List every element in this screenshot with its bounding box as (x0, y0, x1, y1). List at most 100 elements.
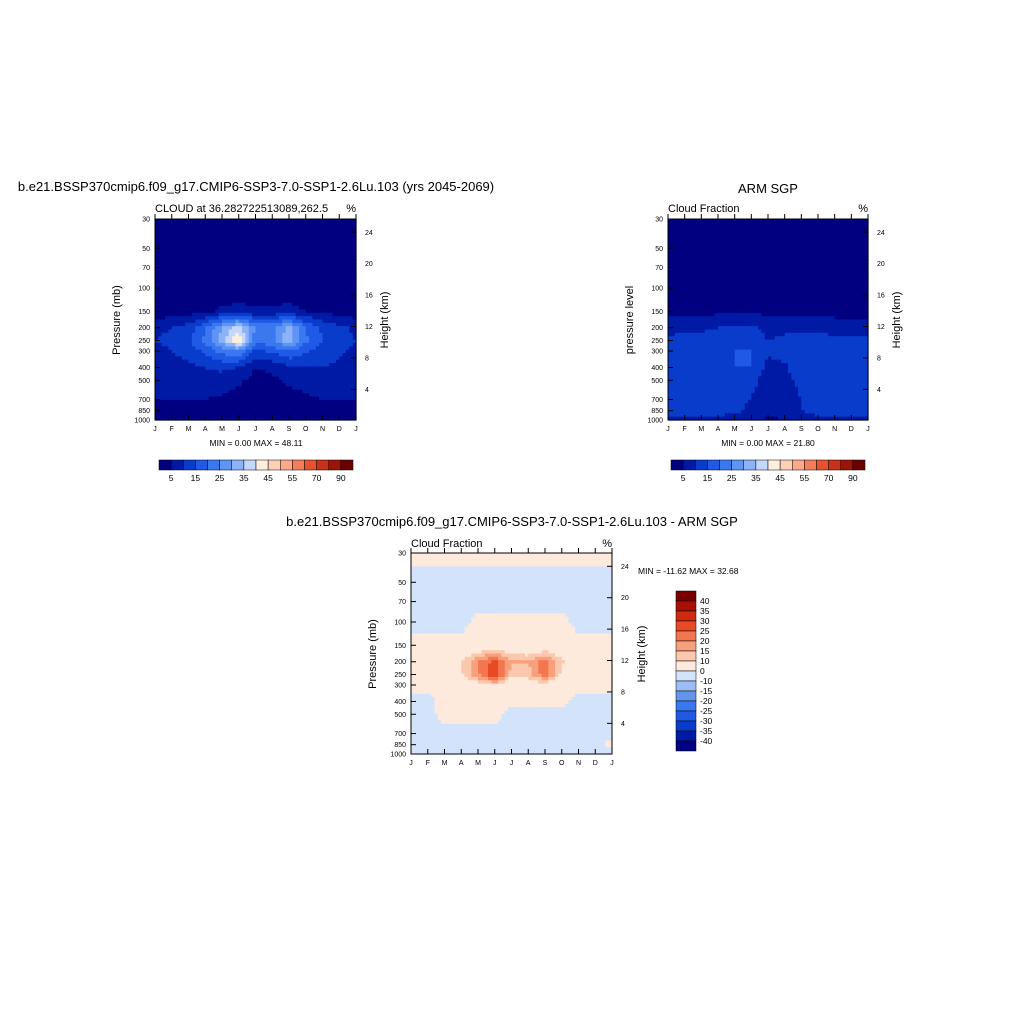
obs-heat-cell (781, 245, 786, 250)
model-heat-cell (272, 242, 277, 247)
model-heat-cell (208, 393, 213, 398)
model-heat-cell (191, 302, 196, 307)
model-heat-cell (272, 249, 277, 254)
model-heat-cell (181, 366, 186, 371)
model-heat-cell (178, 232, 183, 237)
obs-heat-cell (691, 289, 696, 294)
model-heat-cell (345, 252, 350, 257)
model-heat-cell (242, 332, 247, 337)
model-heat-cell (191, 379, 196, 384)
model-colorbar: 5 15 25 35 45 55 70 90 (158, 459, 354, 483)
obs-heat-cell (728, 262, 732, 267)
model-heat-cell (222, 279, 226, 284)
model-heat-cell (309, 275, 314, 280)
obs-heat-cell (694, 242, 699, 247)
model-heat-cell (262, 302, 267, 307)
model-heat-cell (315, 275, 320, 280)
model-heat-cell (265, 225, 270, 230)
model-heat-cell (305, 255, 310, 260)
obs-heat-cell (764, 259, 769, 264)
obs-heat-cell (781, 235, 786, 240)
model-heat-cell (278, 409, 283, 414)
obs-heat-cell (848, 235, 852, 240)
model-heat-cell (339, 336, 344, 341)
obs-heat-cell (744, 252, 749, 257)
model-heat-cell (232, 275, 236, 280)
model-heat-cell (165, 312, 169, 317)
model-heat-cell (319, 265, 324, 270)
model-heat-cell (252, 272, 257, 277)
model-heat-cell (339, 306, 344, 311)
obs-heat-cell (761, 272, 766, 277)
model-heat-cell (201, 319, 206, 324)
model-heat-cell (208, 272, 213, 277)
model-heat-cell (312, 292, 317, 297)
obs-heat-cell (818, 275, 822, 280)
obs-heat-cell (764, 255, 769, 260)
model-heat-cell (175, 342, 180, 347)
model-heat-cell (262, 316, 267, 321)
model-heat-cell (312, 383, 317, 388)
model-y-tick-label: 500 (138, 378, 150, 385)
model-heat-cell (195, 239, 200, 244)
model-heat-cell (258, 389, 263, 394)
model-heat-cell (309, 239, 314, 244)
model-heat-cell (305, 249, 310, 254)
model-heat-cell (292, 413, 297, 418)
obs-heat-cell (734, 279, 739, 284)
obs-heat-cell (858, 275, 862, 280)
model-heat-cell (275, 373, 280, 378)
model-heat-cell (205, 359, 210, 364)
model-heat-cell (245, 356, 250, 361)
model-min-max: MIN = 0.00 MAX = 48.11 (210, 438, 303, 448)
model-heat-cell (282, 265, 287, 270)
model-heat-cell (248, 373, 253, 378)
model-heat-cell (198, 403, 203, 408)
model-heat-cell (232, 376, 236, 381)
obs-heat-cell (734, 222, 739, 227)
model-heat-cell (198, 319, 203, 324)
model-colorbar-swatch (207, 459, 220, 471)
model-heat-cell (225, 353, 230, 357)
model-heat-cell (181, 279, 186, 284)
model-heat-cell (335, 396, 340, 401)
obs-heat-cell (711, 225, 716, 230)
model-heat-cell (161, 379, 166, 384)
model-heat-cell (278, 252, 283, 257)
model-heat-cell (315, 249, 320, 254)
model-heat-cell (329, 413, 334, 418)
model-heat-cell (315, 259, 320, 264)
model-heat-cell (292, 259, 297, 264)
model-heat-cell (319, 272, 324, 277)
model-heat-cell (339, 239, 344, 244)
model-heat-cell (345, 406, 350, 411)
model-heat-cell (322, 272, 327, 277)
model-heat-cell (265, 416, 270, 421)
model-heat-cell (292, 353, 297, 357)
model-heat-cell (161, 249, 166, 254)
obs-heat-cell (848, 225, 852, 230)
model-heat-cell (278, 229, 283, 233)
model-heat-cell (349, 376, 354, 381)
obs-heat-cell (734, 239, 739, 244)
model-heat-cell (302, 269, 307, 274)
obs-heat-cell (808, 259, 812, 264)
model-heat-cell (215, 249, 220, 254)
obs-heat-cell (771, 225, 776, 230)
model-heat-cell (292, 299, 297, 304)
model-heat-cell (161, 242, 166, 247)
model-heat-cell (315, 339, 320, 344)
model-heat-cell (322, 332, 327, 337)
obs-heat-cell (851, 222, 856, 227)
obs-heat-cell (814, 239, 819, 244)
model-heat-cell (349, 219, 354, 223)
model-heat-cell (262, 262, 267, 267)
model-heat-cell (292, 286, 297, 290)
obs-heat-cell (701, 279, 706, 284)
model-heat-cell (295, 399, 300, 404)
model-right-tick-label: 16 (365, 293, 373, 300)
model-heat-cell (225, 413, 230, 418)
obs-heat-cell (701, 252, 706, 257)
model-heat-cell (161, 299, 166, 304)
obs-heat-cell (718, 225, 722, 230)
